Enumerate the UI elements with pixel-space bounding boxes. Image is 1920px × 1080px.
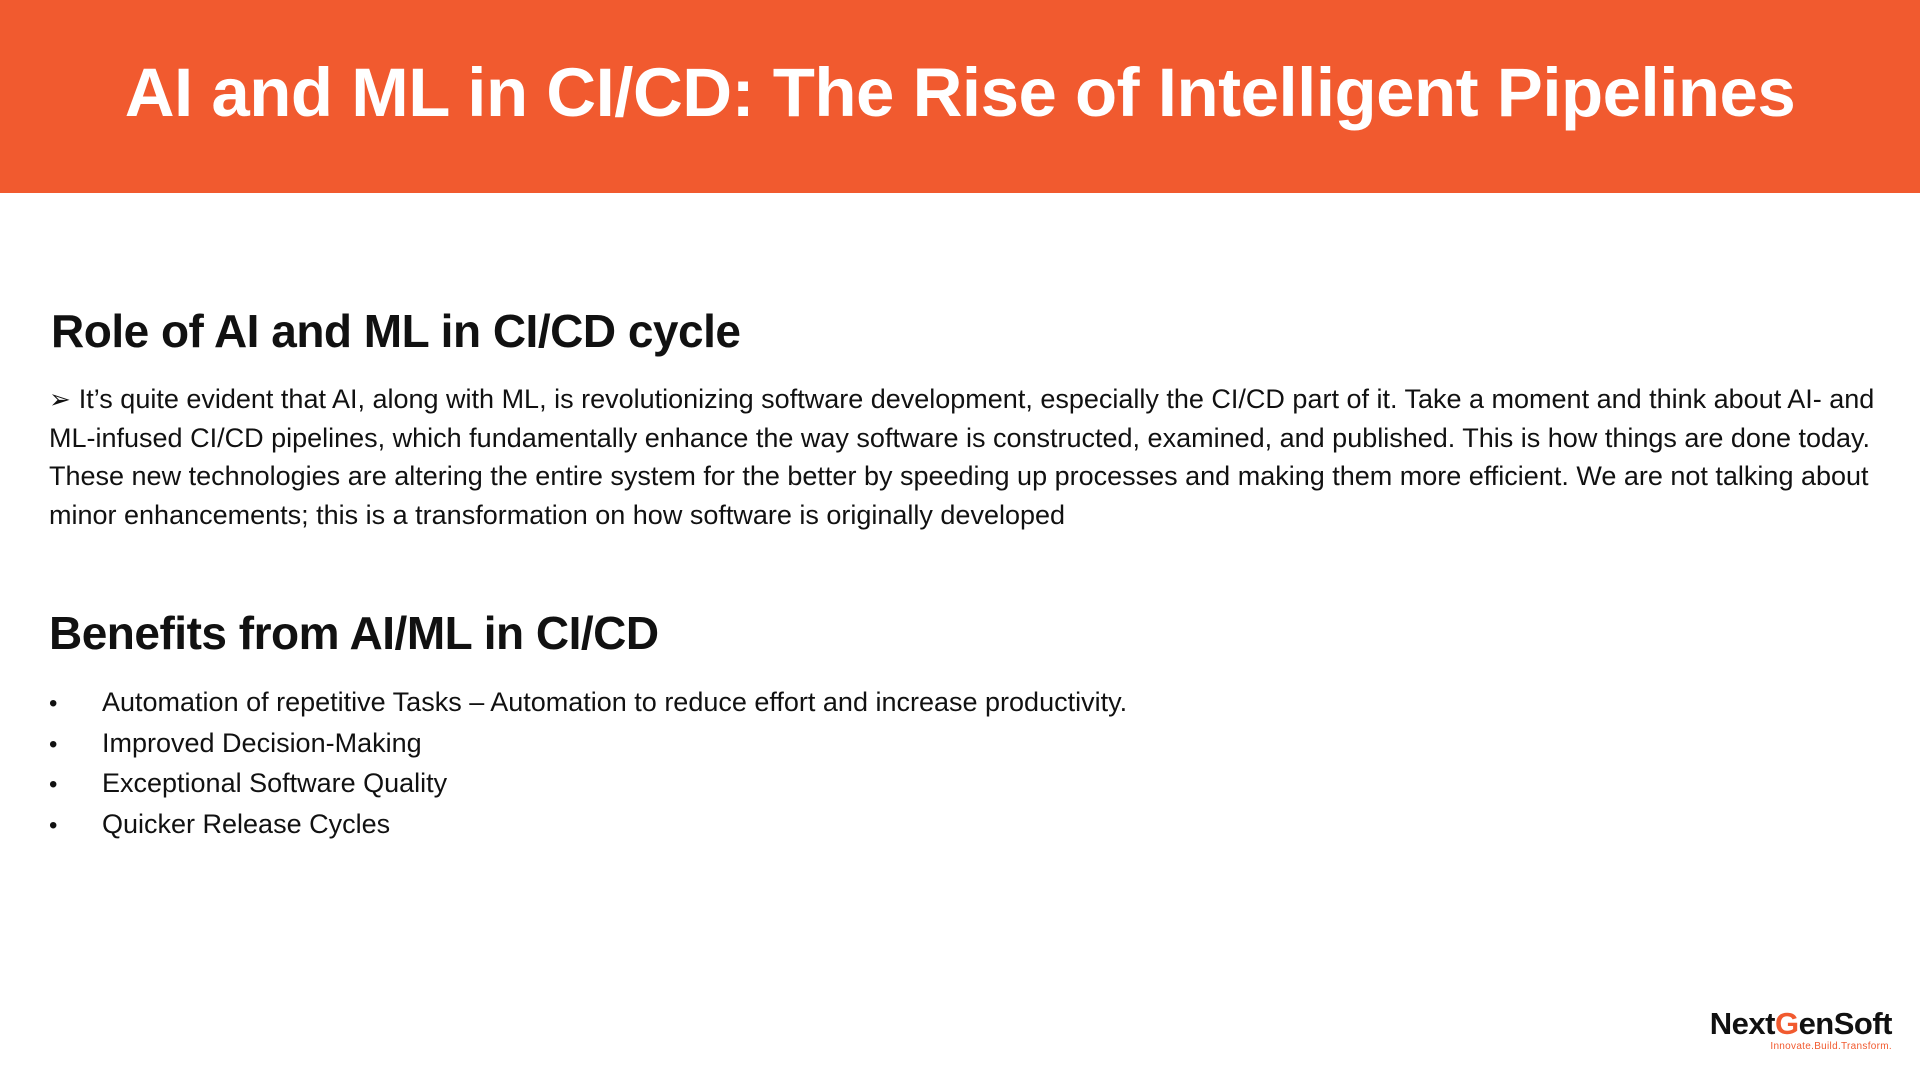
- logo-wordmark: NextGenSoft: [1662, 1006, 1893, 1041]
- role-section-paragraph: ➢ It’s quite evident that AI, along with …: [49, 380, 1879, 534]
- role-paragraph-text: It’s quite evident that AI, along with M…: [49, 384, 1875, 530]
- benefit-text: Improved Decision-Making: [102, 727, 422, 758]
- logo-tagline: Innovate.Build.Transform.: [1770, 1041, 1892, 1052]
- slide-title: AI and ML in CI/CD: The Rise of Intellig…: [124, 54, 1796, 131]
- list-item: • Exceptional Software Quality: [49, 764, 1127, 805]
- arrow-bullet-icon: ➢: [49, 384, 71, 414]
- bullet-icon: •: [49, 811, 58, 839]
- bullet-icon: •: [49, 730, 58, 758]
- benefit-text: Exceptional Software Quality: [102, 768, 448, 798]
- list-item: • Automation of repetitive Tasks – Autom…: [49, 683, 1127, 724]
- benefit-text: Quicker Release Cycles: [102, 808, 391, 839]
- bullet-icon: •: [49, 771, 58, 798]
- role-section-heading: Role of AI and ML in CI/CD cycle: [51, 305, 741, 357]
- list-item: • Improved Decision-Making: [49, 724, 1127, 765]
- header-banner: AI and ML in CI/CD: The Rise of Intellig…: [0, 0, 1920, 193]
- logo-name-g: G: [1774, 1006, 1799, 1041]
- benefit-text: Automation of repetitive Tasks – Automat…: [102, 687, 1128, 717]
- list-item: • Quicker Release Cycles: [49, 805, 1127, 846]
- logo-name-part1: Next: [1709, 1006, 1776, 1041]
- benefits-list: • Automation of repetitive Tasks – Autom…: [49, 683, 1127, 845]
- benefits-section-heading: Benefits from AI/ML in CI/CD: [49, 607, 659, 659]
- company-logo: NextGenSoft Innovate.Build.Transform.: [1662, 1006, 1893, 1052]
- logo-name-part2: enSoft: [1798, 1006, 1893, 1041]
- bullet-icon: •: [49, 690, 58, 717]
